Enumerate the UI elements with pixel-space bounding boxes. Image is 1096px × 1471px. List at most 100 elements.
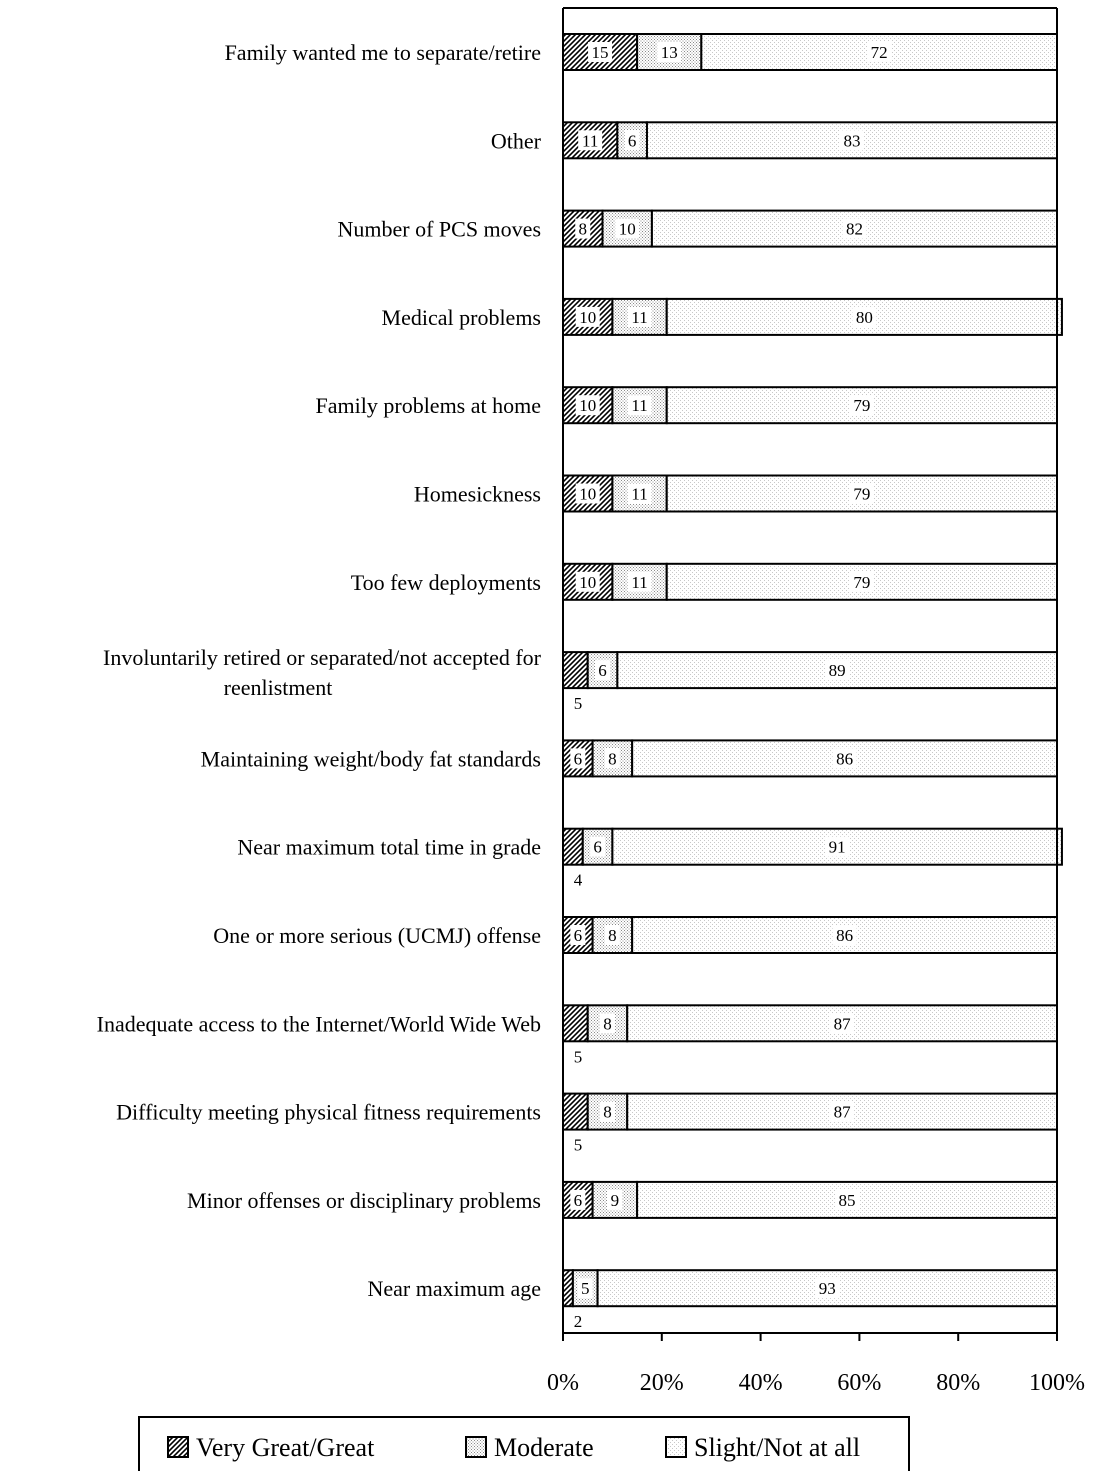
value-label-bg (604, 748, 620, 769)
value-label-bg (590, 836, 606, 857)
value-label-bg (849, 571, 874, 592)
value-label: 11 (582, 131, 598, 150)
category-label: Family problems at home (316, 393, 541, 418)
value-label-bg (624, 130, 640, 151)
value-label: 89 (829, 661, 846, 680)
value-label: 8 (608, 749, 617, 768)
value-label: 8 (603, 1014, 612, 1033)
category-label: Near maximum total time in grade (237, 835, 541, 860)
value-label-bg (575, 483, 600, 504)
value-label: 80 (856, 308, 873, 327)
value-label-bg (657, 42, 682, 62)
value-label: 86 (836, 926, 853, 945)
value-label: 8 (608, 926, 617, 945)
bar-segment (611, 386, 668, 425)
value-label-bg (852, 306, 877, 327)
value-label-bg (835, 1189, 860, 1210)
value-label-bg (867, 42, 892, 62)
legend-swatch (167, 1436, 189, 1458)
category-label: Other (491, 128, 542, 153)
value-label: 6 (598, 661, 607, 680)
value-label-bg (604, 925, 620, 945)
value-label: 83 (843, 131, 860, 150)
value-label-bg (627, 306, 652, 327)
value-label: 10 (579, 396, 596, 415)
value-label: 10 (579, 308, 596, 327)
x-tick-label: 100% (1029, 1370, 1085, 1396)
category-label-line: Involuntarily retired or separated/not a… (103, 645, 542, 670)
category-label: Maintaining weight/body fat standards (201, 746, 541, 771)
value-label-bg (830, 1013, 855, 1034)
category-label: Inadequate access to the Internet/World … (97, 1011, 541, 1036)
value-label: 5 (574, 1047, 583, 1066)
value-label-bg (599, 1013, 615, 1034)
value-label-bg (575, 395, 600, 416)
legend-label: Very Great/Great (196, 1433, 375, 1462)
value-label: 10 (619, 220, 636, 239)
value-label: 2 (574, 1312, 583, 1331)
value-label-bg (599, 1101, 615, 1122)
category-label: Near maximum age (368, 1276, 542, 1301)
value-label-bg (832, 748, 857, 769)
value-label-bg (832, 925, 857, 945)
value-label: 91 (829, 838, 846, 857)
value-label-bg (849, 483, 874, 504)
value-label: 6 (574, 926, 583, 945)
legend-swatch (665, 1436, 687, 1458)
bar-segment (562, 1269, 574, 1308)
category-label: Difficulty meeting physical fitness requ… (116, 1100, 541, 1125)
value-label: 87 (834, 1014, 852, 1033)
value-label-bg (607, 1189, 623, 1210)
value-label: 6 (574, 749, 583, 768)
value-label: 9 (611, 1191, 620, 1210)
value-label: 5 (574, 1136, 583, 1155)
value-label: 15 (592, 43, 609, 62)
value-label: 72 (871, 43, 888, 62)
category-label: One or more serious (UCMJ) offense (213, 923, 541, 948)
value-label-bg (830, 1101, 855, 1122)
x-tick-label: 80% (936, 1370, 980, 1396)
category-label: Medical problems (382, 305, 541, 330)
value-label: 13 (661, 43, 678, 62)
axis: 0% 20% 40% 60% 80% 100% (547, 7, 1085, 1396)
legend-label: Slight/Not at all (694, 1433, 860, 1462)
value-label-bg (575, 306, 600, 327)
value-label-bg (575, 571, 600, 592)
value-label-bg (577, 1278, 593, 1299)
bar-segment (562, 1004, 589, 1043)
value-label: 79 (853, 573, 870, 592)
value-label: 6 (593, 838, 602, 857)
value-label-bg (627, 395, 652, 416)
value-label-bg (842, 218, 867, 239)
category-labels: Family wanted me to separate/retire Other… (97, 40, 542, 1301)
bar-segment (601, 209, 653, 248)
category-label: Homesickness (414, 482, 541, 507)
value-label: 79 (853, 485, 870, 504)
legend-box (138, 1416, 910, 1471)
value-label: 79 (853, 396, 870, 415)
legend-swatch (465, 1436, 487, 1458)
value-label: 10 (579, 573, 596, 592)
value-label: 6 (628, 131, 637, 150)
value-label: 11 (631, 396, 647, 415)
value-label: 4 (574, 871, 583, 890)
bar-segment (626, 1004, 1058, 1043)
value-label-bg (575, 218, 591, 239)
bar-segment (562, 651, 589, 690)
bar-segment (562, 739, 594, 778)
value-label-bg (839, 130, 864, 151)
x-tick-label: 20% (640, 1370, 684, 1396)
value-label: 86 (836, 749, 853, 768)
value-label-bg (588, 42, 613, 62)
value-label-bg (627, 571, 652, 592)
x-tick-label: 40% (739, 1370, 783, 1396)
legend-label: Moderate (494, 1433, 594, 1462)
category-label: Minor offenses or disciplinary problems (187, 1188, 541, 1213)
value-label: 5 (574, 694, 583, 713)
value-label-bg (570, 748, 586, 769)
value-label-bg (627, 483, 652, 504)
value-label-bg (570, 1189, 586, 1210)
category-label: Number of PCS moves (338, 217, 542, 242)
